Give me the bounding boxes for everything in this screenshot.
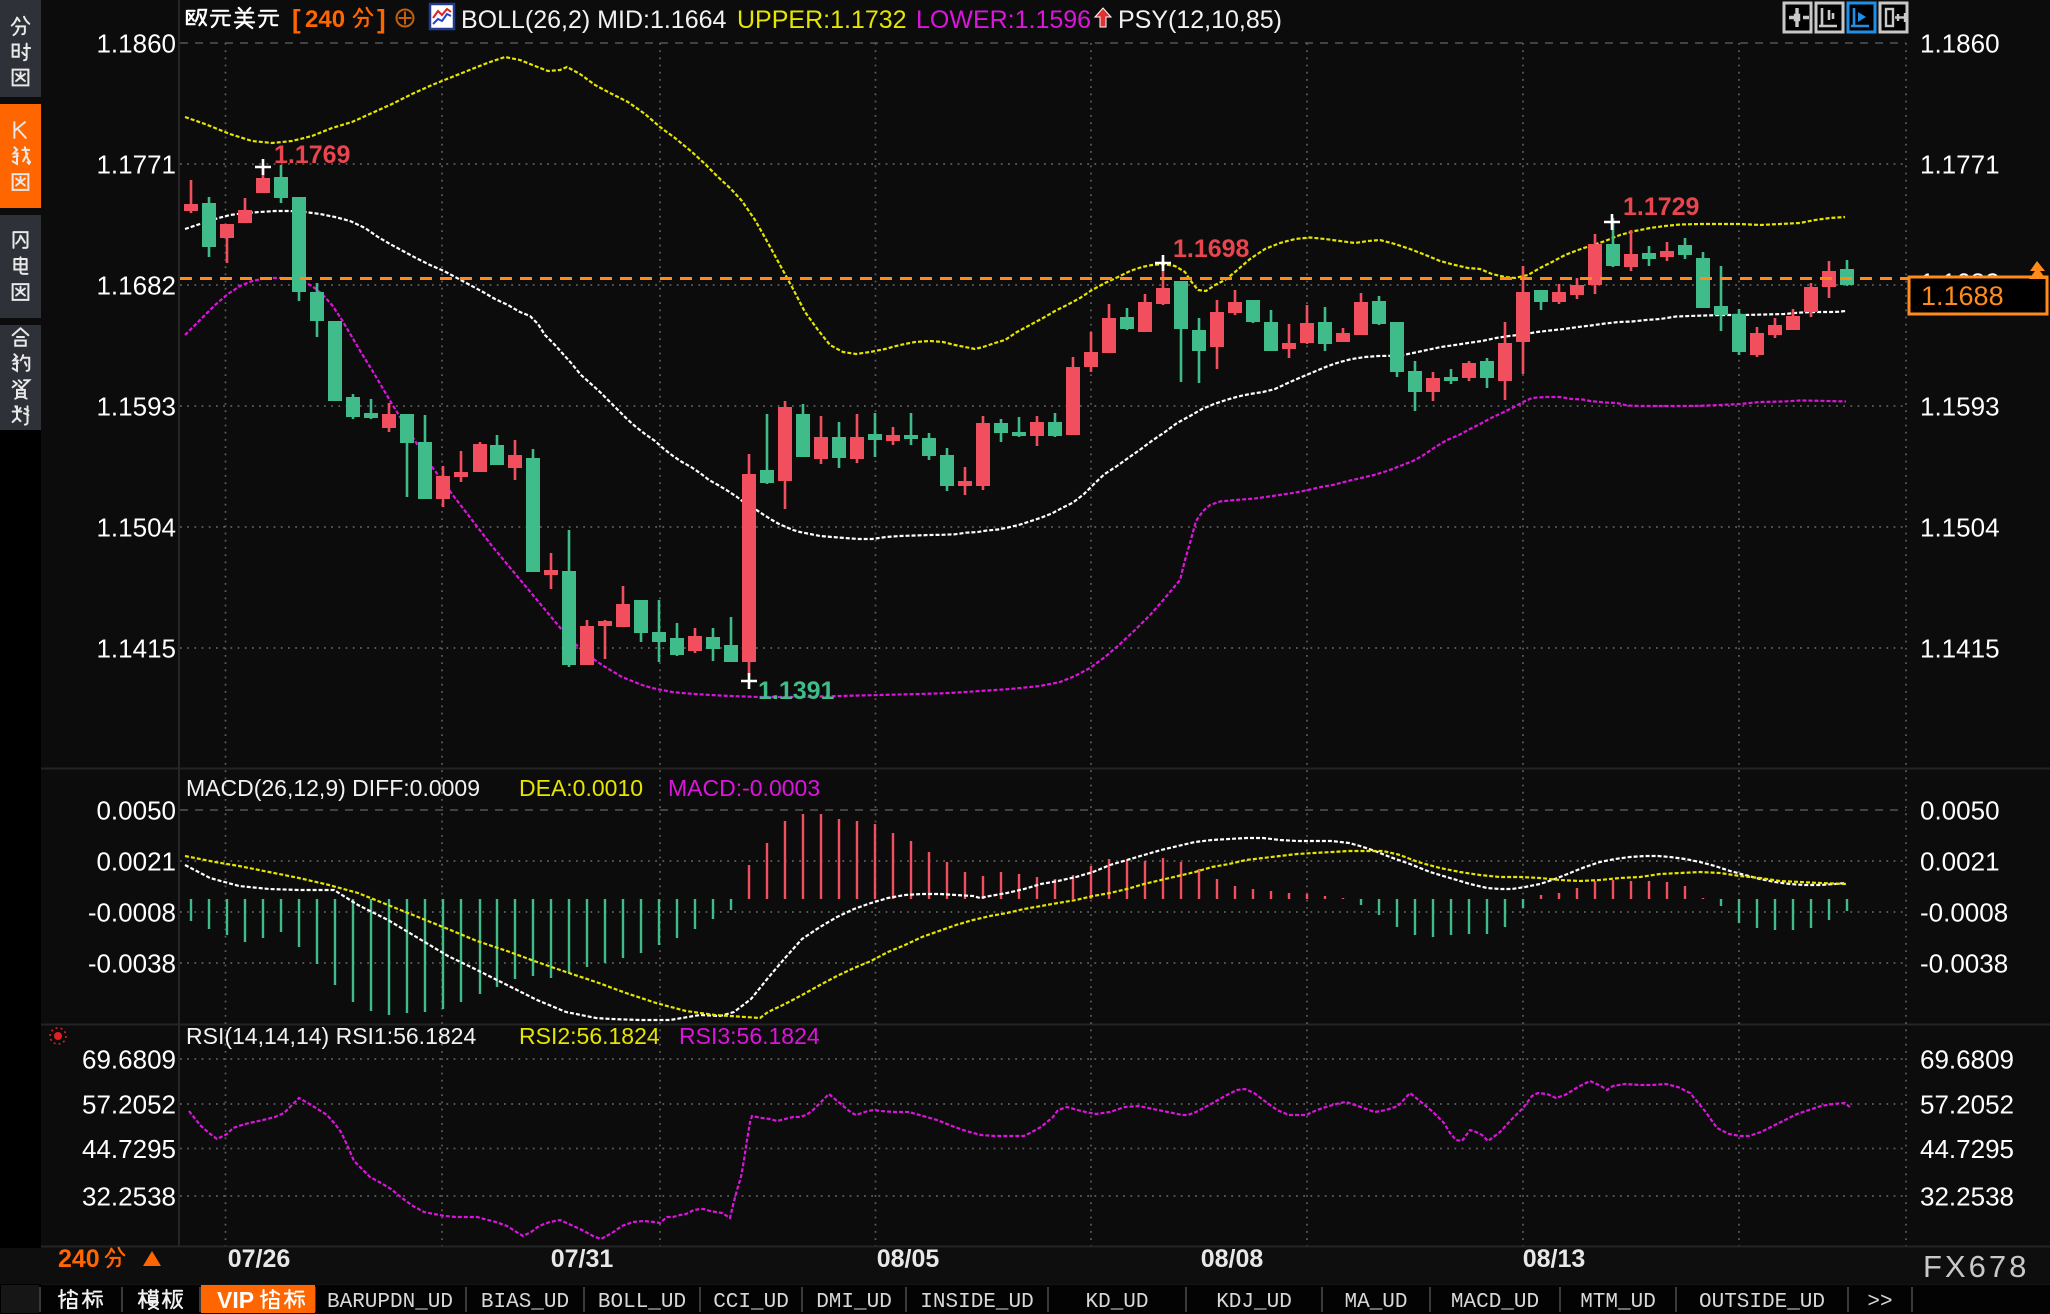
svg-text:PSY(12,10,85): PSY(12,10,85) [1118,6,1282,34]
svg-text:07/26: 07/26 [228,1245,291,1273]
svg-text:0.0021: 0.0021 [96,846,176,876]
svg-text:]: ] [377,4,386,34]
svg-text:08/08: 08/08 [1201,1245,1264,1273]
svg-text:0.0050: 0.0050 [1920,795,2000,825]
svg-text:BARUPDN_UD: BARUPDN_UD [327,1291,453,1314]
svg-text:OUTSIDE_UD: OUTSIDE_UD [1699,1291,1825,1314]
svg-text:07/31: 07/31 [551,1245,614,1273]
svg-text:32.2538: 32.2538 [82,1181,176,1211]
svg-text:LOWER:1.1596: LOWER:1.1596 [916,6,1091,34]
svg-text:KD_UD: KD_UD [1085,1291,1148,1314]
svg-text:DMI_UD: DMI_UD [816,1291,892,1314]
svg-text:0.0021: 0.0021 [1920,846,2000,876]
svg-text:>>: >> [1867,1291,1892,1314]
svg-text:1.1504: 1.1504 [1920,512,2000,542]
svg-text:1.1593: 1.1593 [1920,391,2000,421]
svg-text:DEA:0.0010: DEA:0.0010 [519,775,643,801]
svg-text:FX678: FX678 [1923,1249,2029,1284]
svg-text:0.0050: 0.0050 [96,795,176,825]
svg-text:08/13: 08/13 [1523,1245,1586,1273]
svg-text:1.1771: 1.1771 [96,149,176,179]
svg-text:RSI3:56.1824: RSI3:56.1824 [679,1023,820,1049]
svg-text:240: 240 [58,1245,100,1273]
svg-text:240: 240 [305,6,345,33]
svg-text:MTM_UD: MTM_UD [1580,1291,1656,1314]
svg-text:1.1860: 1.1860 [96,28,176,58]
svg-text:57.2052: 57.2052 [1920,1089,2014,1119]
svg-text:1.1391: 1.1391 [758,677,835,705]
svg-text:44.7295: 44.7295 [82,1134,176,1164]
svg-text:32.2538: 32.2538 [1920,1181,2014,1211]
svg-text:CCI_UD: CCI_UD [713,1291,789,1314]
svg-text:1.1860: 1.1860 [1920,28,2000,58]
svg-text:1.1415: 1.1415 [1920,633,2000,663]
svg-text:69.6809: 69.6809 [1920,1044,2014,1074]
svg-text:1.1698: 1.1698 [1173,235,1250,263]
svg-text:1.1682: 1.1682 [96,270,176,300]
svg-text:-0.0008: -0.0008 [88,897,176,927]
svg-text:1.1688: 1.1688 [1921,281,2004,311]
svg-text:1.1504: 1.1504 [96,512,176,542]
svg-text:BOLL(26,2) MID:1.1664: BOLL(26,2) MID:1.1664 [461,6,727,34]
svg-text:[: [ [292,4,301,34]
svg-text:INSIDE_UD: INSIDE_UD [920,1291,1033,1314]
svg-text:MACD(26,12,9) DIFF:0.0009: MACD(26,12,9) DIFF:0.0009 [186,775,480,801]
svg-text:BOLL_UD: BOLL_UD [598,1291,686,1314]
svg-text:RSI(14,14,14) RSI1:56.1824: RSI(14,14,14) RSI1:56.1824 [186,1023,476,1049]
svg-text:69.6809: 69.6809 [82,1044,176,1074]
svg-text:MACD:-0.0003: MACD:-0.0003 [668,775,820,801]
svg-text:1.1593: 1.1593 [96,391,176,421]
svg-text:BIAS_UD: BIAS_UD [481,1291,569,1314]
svg-text:44.7295: 44.7295 [1920,1134,2014,1164]
svg-text:-0.0008: -0.0008 [1920,897,2008,927]
svg-text:-0.0038: -0.0038 [88,948,176,978]
svg-text:1.1769: 1.1769 [274,141,350,169]
svg-text:VIP: VIP [217,1287,254,1313]
svg-text:UPPER:1.1732: UPPER:1.1732 [737,6,907,34]
svg-text:RSI2:56.1824: RSI2:56.1824 [519,1023,660,1049]
svg-text:MACD_UD: MACD_UD [1451,1291,1539,1314]
svg-text:1.1729: 1.1729 [1623,193,1699,221]
svg-text:1.1771: 1.1771 [1920,149,2000,179]
svg-text:1.1415: 1.1415 [96,633,176,663]
svg-text:57.2052: 57.2052 [82,1089,176,1119]
svg-text:-0.0038: -0.0038 [1920,948,2008,978]
svg-text:08/05: 08/05 [877,1245,940,1273]
svg-text:KDJ_UD: KDJ_UD [1216,1291,1292,1314]
svg-text:MA_UD: MA_UD [1344,1291,1407,1314]
